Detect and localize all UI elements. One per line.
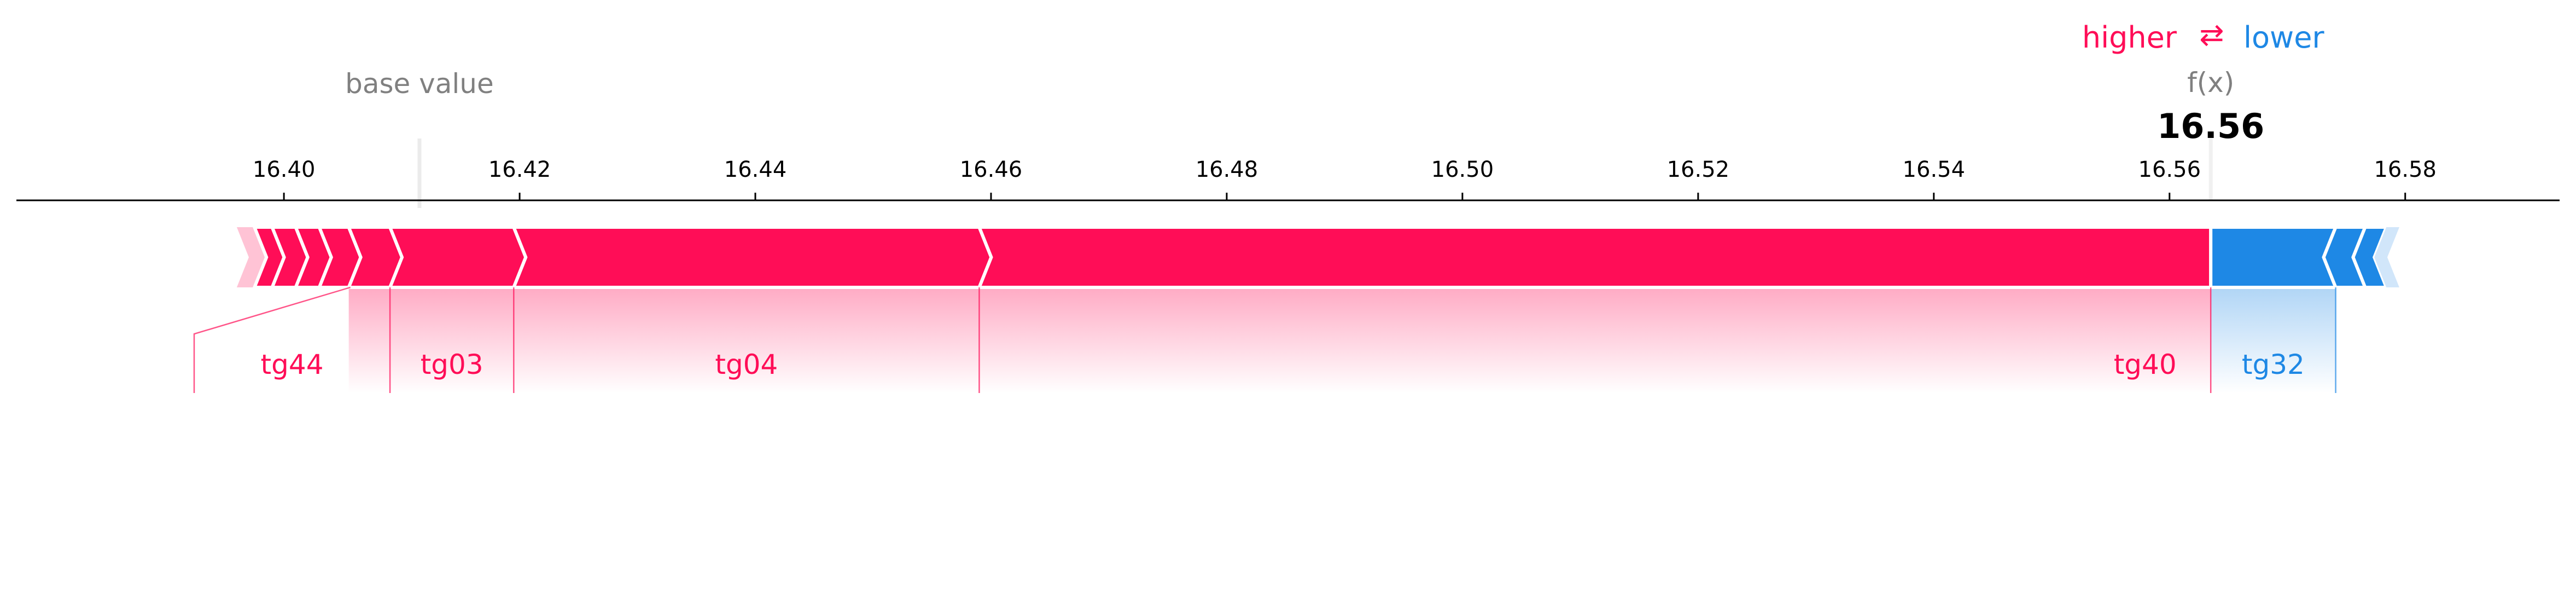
tick-label: 16.54 (1903, 157, 1966, 182)
tick-label: 16.58 (2374, 157, 2437, 182)
contribution-shading (348, 287, 2336, 393)
legend-lower-label: lower (2243, 20, 2324, 55)
tick-label: 16.42 (488, 157, 551, 182)
feature-label-tg03: tg03 (421, 349, 483, 380)
tick-label: 16.50 (1431, 157, 1494, 182)
fx: f(x) 16.56 (2157, 67, 2264, 200)
positive-shade (514, 287, 980, 393)
tick-label: 16.52 (1667, 157, 1730, 182)
base-value-label: base value (345, 68, 494, 100)
positive-shade (979, 287, 2211, 393)
negative-shade (2211, 287, 2336, 393)
positive-segment (387, 226, 528, 289)
feature-label-tg44: tg44 (261, 349, 324, 380)
legend-higher-label: higher (2082, 20, 2177, 55)
feature-label-tg32: tg32 (2242, 349, 2305, 380)
positive-shade (390, 287, 514, 393)
tick-label: 16.56 (2138, 157, 2201, 182)
feature-label-tg04: tg04 (715, 349, 778, 380)
x-axis: 16.40 16.42 16.44 16.46 16.48 16.50 16.52 16.54… (16, 157, 2560, 201)
positive-segment (977, 226, 2213, 289)
tick-label: 16.46 (960, 157, 1023, 182)
positive-segment (511, 226, 993, 289)
tick-label: 16.44 (724, 157, 787, 182)
fx-value: 16.56 (2157, 106, 2264, 146)
base-value: base value (345, 68, 494, 208)
tick-label: 16.48 (1196, 157, 1258, 182)
force-bar (236, 226, 2399, 289)
leader-line (193, 286, 351, 393)
negative-segment (2209, 226, 2339, 289)
tick-label: 16.40 (253, 157, 316, 182)
legend: higher ⇄ lower (2082, 18, 2325, 55)
feature-label-tg40: tg40 (2114, 349, 2177, 380)
legend-arrow-icon: ⇄ (2199, 18, 2224, 52)
fx-label: f(x) (2187, 67, 2234, 99)
positive-shade (348, 287, 391, 393)
negative-segment (2374, 227, 2399, 287)
feature-labels: tg44 tg03 tg04 tg40 tg32 (193, 286, 2336, 393)
